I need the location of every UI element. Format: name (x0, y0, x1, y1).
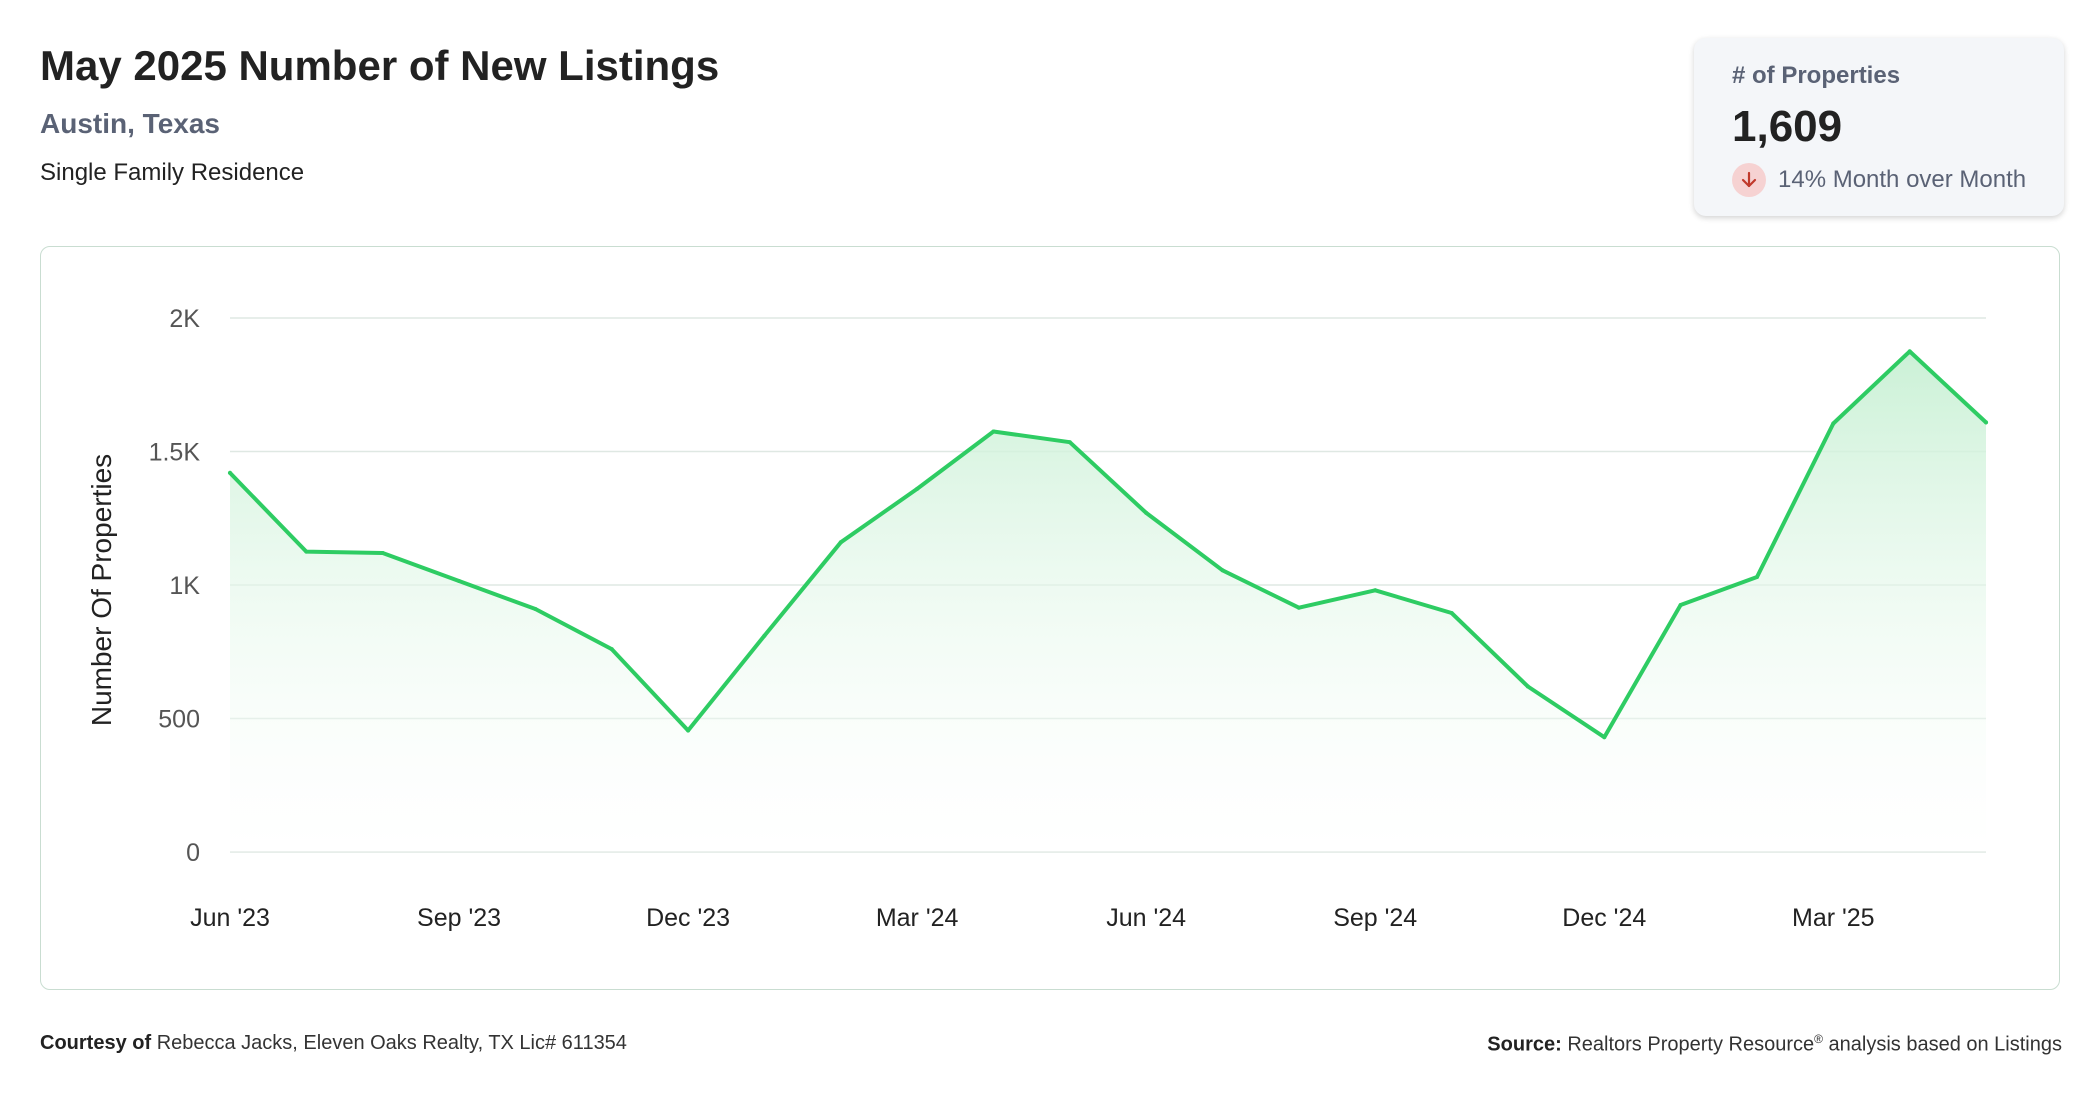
registered-mark: ® (1814, 1032, 1823, 1046)
data-point (1373, 588, 1378, 593)
data-point (1755, 575, 1759, 579)
x-tick-label: Dec '23 (646, 904, 730, 932)
data-point (1984, 420, 1988, 425)
data-point (1602, 735, 1607, 740)
data-point (838, 540, 843, 545)
page-title: May 2025 Number of New Listings (40, 42, 720, 89)
chart-panel (40, 246, 2060, 990)
source-suffix: analysis based on Listings (1828, 1033, 2062, 1056)
kpi-value: 1,609 (1732, 102, 1843, 151)
data-point (1144, 510, 1149, 515)
x-tick-label: Sep '24 (1333, 904, 1417, 932)
x-tick-label: Dec '24 (1562, 904, 1646, 932)
series-area (230, 351, 1986, 852)
x-tick-label: Mar '24 (876, 904, 959, 932)
y-tick-label: 1K (169, 572, 200, 600)
x-tick-label: Sep '23 (417, 904, 501, 932)
courtesy-text: Rebecca Jacks, Eleven Oaks Realty, TX Li… (156, 1032, 627, 1054)
source-label: Source: (1487, 1033, 1562, 1056)
data-point (1907, 349, 1912, 354)
data-point (686, 728, 691, 733)
data-point (762, 633, 767, 638)
y-axis-title: Number Of Properties (86, 454, 117, 726)
footer-courtesy: Courtesy of Rebecca Jacks, Eleven Oaks R… (40, 1032, 627, 1055)
data-point (380, 551, 385, 555)
data-point (1067, 440, 1072, 445)
data-point (457, 579, 461, 583)
x-tick-label: Jun '24 (1106, 904, 1186, 932)
kpi-label: # of Properties (1732, 62, 1901, 89)
kpi-change: 14% Month over Month (1732, 162, 2026, 198)
data-point (1449, 611, 1454, 615)
arrow-down-icon (1732, 163, 1766, 197)
data-point (228, 470, 232, 475)
data-point (915, 486, 920, 491)
x-tick-label: Jun '23 (190, 904, 270, 932)
series-line (228, 349, 1988, 740)
data-point (609, 647, 614, 652)
line-chart: 0 500 1K 1.5K 2K Jun '23 Sep '23 Dec '23 Mar '2… (86, 305, 1988, 932)
data-point (1220, 568, 1225, 573)
y-tick-label: 2K (169, 305, 200, 333)
location-subtitle: Austin, Texas (40, 108, 220, 139)
data-point (1831, 421, 1836, 426)
data-point (1678, 603, 1683, 607)
source-text: Realtors Property Resource (1567, 1033, 1815, 1056)
data-point (991, 429, 996, 434)
y-tick-label: 0 (186, 839, 200, 867)
kpi-card: # of Properties 1,609 14% Month over Mon… (1694, 38, 2064, 216)
data-point (1525, 684, 1530, 689)
courtesy-label: Courtesy of (40, 1032, 152, 1054)
x-tick-label: Mar '25 (1792, 904, 1875, 932)
data-point (304, 549, 309, 554)
footer-source: Source: Realtors Property Resource® anal… (1487, 1032, 2062, 1057)
data-point (1296, 605, 1301, 610)
y-tick-label: 1.5K (149, 439, 201, 467)
property-type-label: Single Family Residence (40, 159, 305, 186)
kpi-change-text: 14% Month over Month (1778, 166, 2027, 193)
y-tick-label: 500 (158, 706, 200, 734)
data-point (533, 607, 538, 611)
